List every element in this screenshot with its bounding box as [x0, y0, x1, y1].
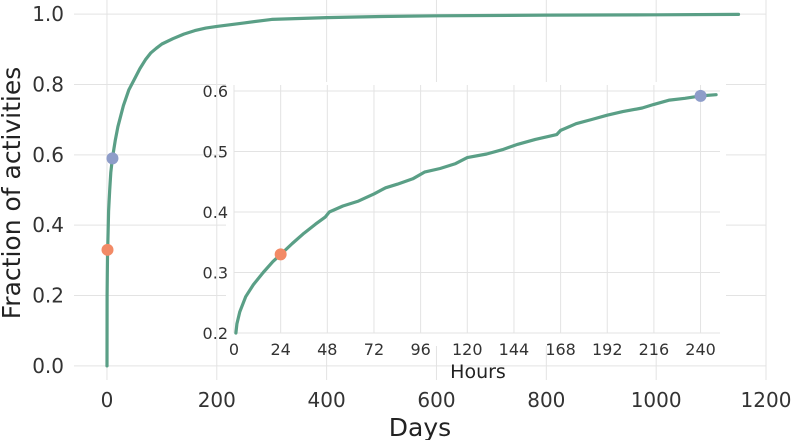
- main-y-axis-label: Fraction of activities: [0, 67, 26, 320]
- main-y-tick-label: 0.0: [32, 354, 64, 378]
- inset-y-tick-label: 0.6: [203, 82, 228, 101]
- inset-x-tick-label: 168: [545, 340, 576, 359]
- inset-x-tick-label: 120: [452, 340, 483, 359]
- main-x-tick-label: 200: [198, 388, 236, 412]
- inset-marker-point: [694, 89, 707, 102]
- inset-background: [226, 82, 726, 346]
- inset-series-line: [234, 93, 718, 335]
- main-y-tick-label: 0.6: [32, 143, 64, 167]
- main-x-tick-label: 1000: [631, 388, 682, 412]
- main-x-axis-label: Days: [389, 413, 451, 440]
- main-marker-point: [106, 152, 119, 165]
- main-x-tick-label: 1200: [741, 388, 792, 412]
- main-y-tick-label: 0.2: [32, 284, 64, 308]
- inset-chart: 0 24 48 72 96 120 144 168 192 216 240 0.2 0.3 0.4 0.5 0…: [203, 82, 720, 359]
- inset-y-tick-label: 0.4: [203, 203, 228, 222]
- main-x-tick-label: 600: [417, 388, 455, 412]
- main-y-tick-label: 1.0: [32, 2, 64, 26]
- inset-y-tick-label: 0.3: [203, 264, 228, 283]
- inset-marker-point: [274, 248, 287, 261]
- main-x-tick-label: 0: [101, 388, 114, 412]
- inset-x-tick-label: 48: [317, 340, 337, 359]
- inset-x-axis-label: Hours: [450, 361, 506, 383]
- main-y-tick-label: 0.4: [32, 213, 64, 237]
- main-marker-point: [101, 243, 114, 256]
- main-y-tick-label: 0.8: [32, 72, 64, 96]
- inset-x-tick-label: 240: [685, 340, 716, 359]
- main-x-tick-label: 800: [527, 388, 565, 412]
- inset-x-tick-label: 192: [592, 340, 623, 359]
- inset-x-tick-label: 24: [270, 340, 290, 359]
- inset-x-tick-label: 0: [229, 340, 239, 359]
- inset-x-tick-label: 96: [410, 340, 430, 359]
- inset-y-tick-label: 0.5: [203, 143, 228, 162]
- inset-y-tick-label: 0.2: [203, 324, 228, 343]
- inset-x-tick-label: 72: [364, 340, 384, 359]
- main-x-tick-label: 400: [308, 388, 346, 412]
- main-series-line: [105, 12, 741, 368]
- inset-x-tick-label: 216: [639, 340, 670, 359]
- inset-x-tick-label: 144: [499, 340, 530, 359]
